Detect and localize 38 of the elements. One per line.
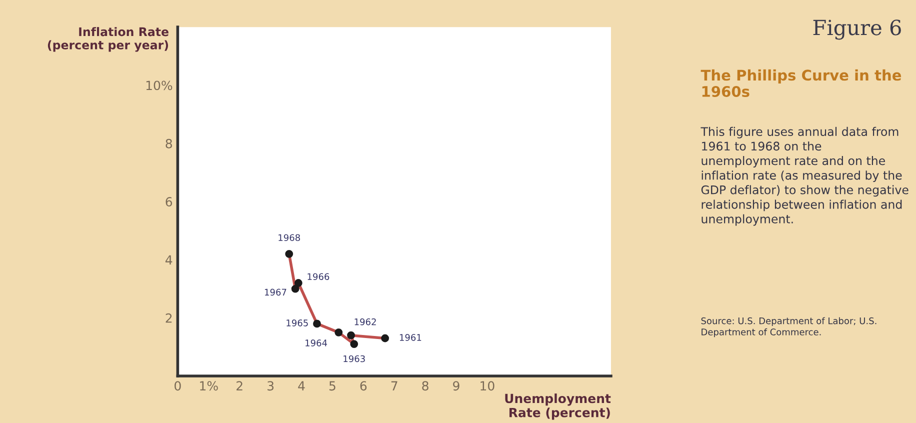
x-tick-label: 7: [391, 381, 398, 390]
annotation: 1961: [400, 334, 422, 341]
y-tick-label: 4: [166, 255, 172, 264]
x-tick-label: 5: [329, 381, 336, 391]
text: The Phillips Curve in the 1960s: [700, 69, 902, 97]
source-note: Source: U.S. Department of Labor; U.S. Department of Commerce.: [701, 317, 876, 338]
x-axis-title: Unemployment Rate (percent): [505, 393, 611, 420]
point: [294, 279, 302, 287]
point: [313, 320, 321, 328]
x-tick-label: 1%: [200, 381, 218, 391]
annotation: 1962: [354, 318, 376, 326]
x-tick-label: 0: [174, 381, 181, 391]
x-tick-label: 9: [453, 381, 460, 391]
annotation: 1963: [344, 355, 365, 362]
x-tick-label: 8: [422, 381, 428, 391]
y-tick-label: 2: [166, 313, 172, 323]
x-tick-label: 6: [360, 381, 367, 391]
text: This figure uses annual data from 1961 to 1968 on the unemployment rate and on the inflation rate (as measured by the GDP deflator) to show the negative relationship between inflation and unemployment.: [700, 126, 908, 226]
x-tick-label: 3: [268, 381, 274, 391]
annotation: 1965: [286, 319, 308, 326]
y-axis-title: Inflation Rate (percent per year): [48, 27, 168, 52]
point: [347, 331, 355, 340]
annotation: 1968: [278, 234, 300, 242]
y-tick-label: 6: [166, 197, 172, 206]
annotation: 1967: [264, 288, 286, 296]
x-tick-label: 2: [236, 381, 242, 390]
annotation: 1966: [308, 273, 330, 280]
point: [291, 284, 300, 293]
x-tick-label: 10: [480, 381, 494, 391]
point: [285, 250, 294, 258]
y-tick-label: 8: [166, 138, 172, 148]
text: Figure 6: [813, 20, 901, 40]
point: [334, 328, 343, 336]
x-tick-label: 4: [298, 381, 305, 390]
point: [350, 340, 358, 348]
point: [381, 334, 390, 342]
annotation: 1964: [306, 340, 328, 346]
y-tick-label: 10%: [146, 80, 172, 90]
